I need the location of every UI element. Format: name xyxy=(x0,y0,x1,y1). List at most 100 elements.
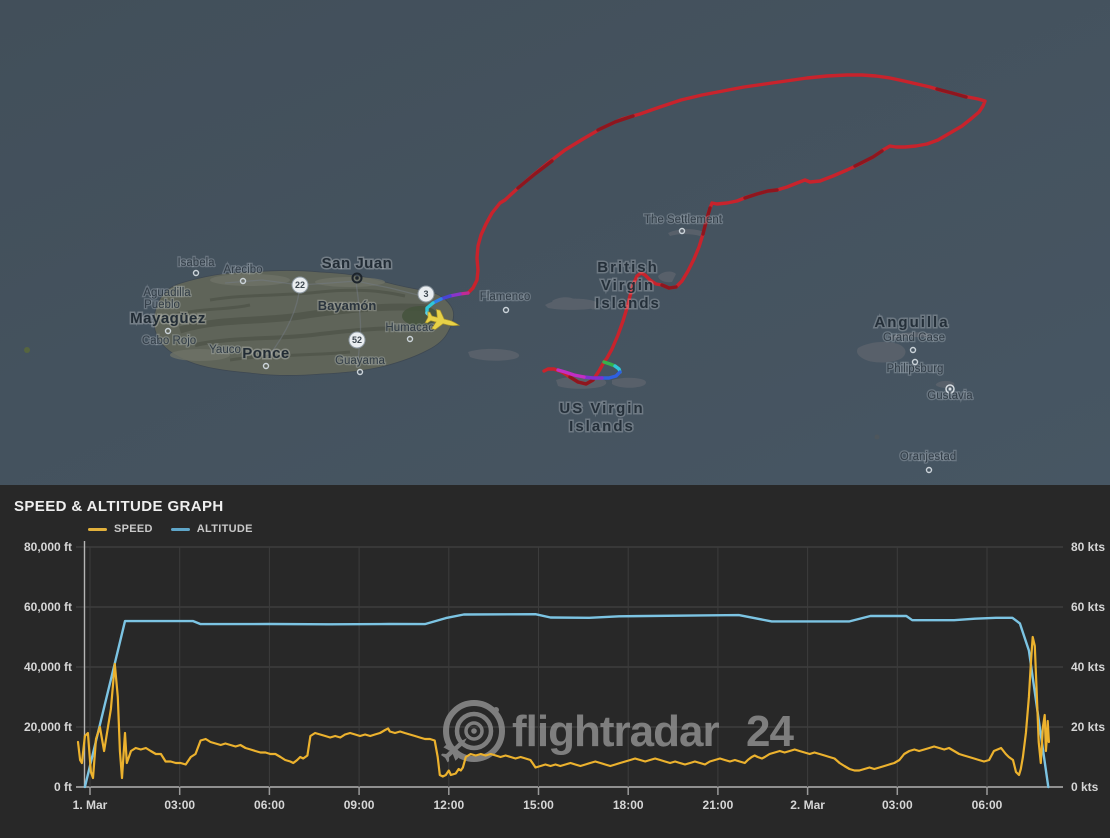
map-label-grand-case: Grand Case xyxy=(883,332,945,344)
poi-marker-dot xyxy=(948,387,952,391)
map-label-us-virgin: US Virgin xyxy=(559,400,644,417)
graph-canvas: flightradar 24 0 ft 0 kts 20,000 ft 20 kts 4… xyxy=(24,540,1105,812)
small-islands xyxy=(24,229,955,440)
town-marker xyxy=(356,368,364,376)
saba-island xyxy=(874,434,880,440)
map-label-mayag-ez: Mayagüez xyxy=(130,310,206,327)
flight-track-altitude-segment xyxy=(556,368,586,379)
town-marker xyxy=(239,277,247,285)
town-marker xyxy=(406,335,414,343)
city-marker xyxy=(351,272,363,284)
flight-track-map[interactable]: 22 3 52 San Juan Mayagüez Ponce Bayamón Isabel… xyxy=(0,0,1110,486)
st-john-island xyxy=(612,377,646,388)
town-marker xyxy=(909,346,917,354)
x-tick-label-15-00: 15:00 xyxy=(523,798,554,812)
map-label-oranjestad: Oranjestad xyxy=(900,451,956,463)
map-label-cabo-rojo: Cabo Rojo xyxy=(142,335,196,347)
town-marker xyxy=(911,358,919,366)
map-label-islands: Islands xyxy=(569,418,635,435)
anegada-island xyxy=(668,229,704,236)
y-left-tick-label: 60,000 ft xyxy=(24,600,72,614)
flight-track-dark-segment xyxy=(568,375,595,386)
flight-track-dark-segment xyxy=(596,114,635,132)
series-line-altitude xyxy=(83,613,1050,789)
town-marker xyxy=(502,306,510,314)
flight-track-altitude-segment xyxy=(582,375,604,380)
legend-item-altitude[interactable]: ALTITUDE xyxy=(170,523,253,535)
road-shield-3 xyxy=(417,285,435,303)
virgin-gorda-island xyxy=(658,271,676,283)
y-left-tick-label: 80,000 ft xyxy=(24,540,72,554)
islands-layer xyxy=(24,229,955,440)
flightradar24-watermark: flightradar 24 xyxy=(438,700,795,766)
y-left-tick-label: 20,000 ft xyxy=(24,720,72,734)
map-label-yauco: Yauco xyxy=(209,344,241,356)
x-tick-label-03-00: 03:00 xyxy=(164,798,195,812)
x-tick-label-12-00: 12:00 xyxy=(433,798,464,812)
flight-track-altitude-segment xyxy=(600,370,622,380)
town-marker xyxy=(262,362,270,370)
chart-series-layer xyxy=(76,613,1051,789)
watermark-text-main: flightradar xyxy=(512,707,719,756)
map-label-flamenco: Flamenco xyxy=(480,291,531,303)
flight-track-dark-segment xyxy=(516,159,554,190)
road-shield-52 xyxy=(348,331,366,349)
anguilla-island xyxy=(890,332,932,340)
st-martin-island xyxy=(856,341,906,363)
vieques-island xyxy=(468,348,520,361)
watermark-text-accent: 24 xyxy=(746,707,794,756)
flight-track-dark-segment xyxy=(743,188,779,200)
legend-item-speed[interactable]: SPEED xyxy=(88,523,153,535)
legend-label: SPEED xyxy=(114,523,153,535)
road-shield-label: 52 xyxy=(352,335,362,345)
map-label-aguadilla: Aguadilla xyxy=(143,287,191,299)
flight-track-dark-segment xyxy=(701,206,712,236)
map-label-anguilla: Anguilla xyxy=(874,314,949,331)
map-label-british: British xyxy=(597,259,659,276)
tortola-island xyxy=(545,298,600,310)
legend-swatch-altitude xyxy=(170,527,190,531)
flight-track-layer xyxy=(425,73,987,386)
flight-track-dark-segment xyxy=(935,87,968,99)
x-tick-label-09-00: 09:00 xyxy=(344,798,375,812)
town-marker xyxy=(678,227,686,235)
map-canvas[interactable]: 22 3 52 San Juan Mayagüez Ponce Bayamón Isabel… xyxy=(0,0,1110,486)
desecheo-island xyxy=(24,347,30,353)
y-right-tick-label: 0 kts xyxy=(1071,780,1099,794)
ocean-background xyxy=(0,0,1110,486)
x-tick-label-18-00: 18:00 xyxy=(613,798,644,812)
flight-track-dark-segment xyxy=(660,283,678,290)
y-left-tick-label: 0 ft xyxy=(54,780,72,794)
map-label-the-settlement: The Settlement xyxy=(644,214,723,226)
map-label-pueblo: Pueblo xyxy=(144,299,180,311)
road-shield-22 xyxy=(291,276,309,294)
map-label-isabela: Isabela xyxy=(177,257,215,269)
map-label-san-juan: San Juan xyxy=(322,255,393,272)
poi-marker xyxy=(945,384,955,394)
puerto-rico-terrain-texture xyxy=(174,288,429,362)
flight-track-dark-segment xyxy=(853,149,884,168)
graph-legend: SPEED ALTITUDE xyxy=(88,523,253,535)
x-tick-label-06-00: 06:00 xyxy=(254,798,285,812)
road-shield-label: 3 xyxy=(423,289,428,299)
flightradar24-radar-icon xyxy=(438,700,505,766)
town-marker xyxy=(925,466,933,474)
x-tick-label-03-00: 03:00 xyxy=(882,798,913,812)
road-shields-layer: 22 3 52 xyxy=(291,276,435,349)
series-line-speed xyxy=(76,635,1051,780)
town-marker xyxy=(192,269,200,277)
legend-swatch-speed xyxy=(88,527,107,531)
y-right-tick-label: 60 kts xyxy=(1071,600,1105,614)
x-tick-label-06-00: 06:00 xyxy=(972,798,1003,812)
speed-altitude-graph-panel: SPEED & ALTITUDE GRAPH SPEED ALTITUDE fli… xyxy=(0,485,1110,838)
city-marker-dot xyxy=(355,276,359,280)
town-marker xyxy=(164,327,172,335)
x-tick-label-2-mar: 2. Mar xyxy=(790,798,825,812)
map-label-philipsburg: Philipsburg xyxy=(887,363,944,375)
graph-title: SPEED & ALTITUDE GRAPH xyxy=(14,498,224,515)
y-right-tick-label: 80 kts xyxy=(1071,540,1105,554)
axis-labels-layer: 0 ft 0 kts 20,000 ft 20 kts 40,000 ft 40 kts 6… xyxy=(24,540,1105,812)
flight-track-altitude-segment xyxy=(602,360,617,368)
map-label-humacao: Humacao xyxy=(385,322,434,334)
road-shield-label: 22 xyxy=(295,280,305,290)
